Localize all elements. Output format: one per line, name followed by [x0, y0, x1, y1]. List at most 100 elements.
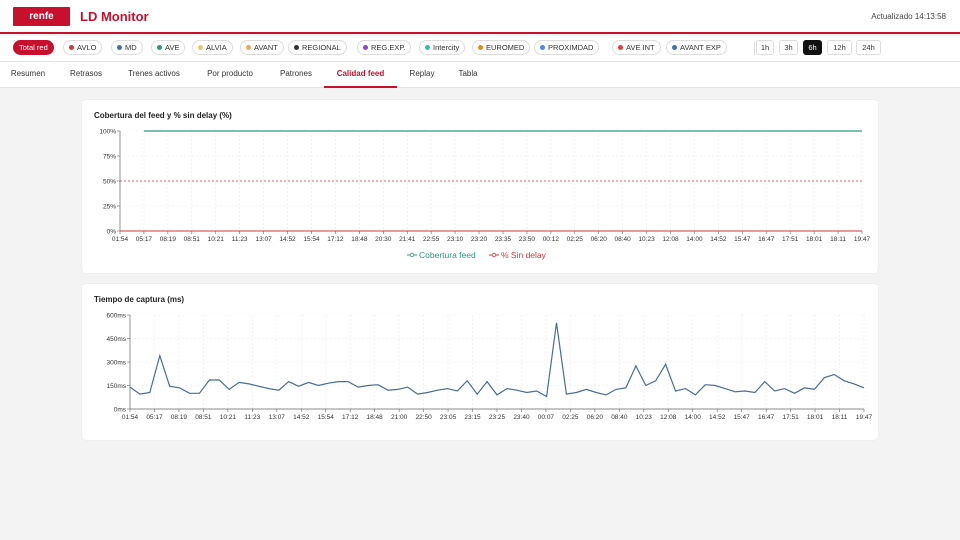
product-color-dot-icon	[363, 45, 368, 50]
product-color-dot-icon	[157, 45, 162, 50]
tab-patrones[interactable]: Patrones	[279, 69, 313, 78]
x-tick-label: 05:17	[146, 414, 163, 421]
tab-bar: Resumen Retrasos Trenes activos Por product…	[0, 62, 960, 88]
x-tick-label: 23:20	[471, 236, 488, 243]
filter-pill-proximdad[interactable]: PROXIMDAD	[534, 40, 600, 55]
time-range-1h[interactable]: 1h	[756, 40, 774, 55]
x-tick-label: 23:50	[519, 236, 536, 243]
filter-pill-ave[interactable]: AVE	[151, 40, 186, 55]
capture-time-chart-card: Tiempo de captura (ms) 0ms 150ms 300ms 450m…	[82, 284, 878, 440]
filter-pill-label: EUROMED	[486, 43, 525, 52]
x-tick-label: 19:47	[854, 236, 871, 243]
x-tick-label: 18:01	[806, 236, 823, 243]
x-tick-label: 22:50	[415, 414, 432, 421]
x-tick-label: 16:47	[758, 414, 775, 421]
x-tick-label: 08:51	[184, 236, 201, 243]
x-tick-label: 11:23	[232, 236, 248, 243]
time-range-3h[interactable]: 3h	[779, 40, 798, 55]
x-tick-label: 19:47	[856, 414, 873, 421]
filter-pill-label: AVE	[165, 43, 180, 52]
filter-pill-label: Total red	[19, 43, 48, 52]
filter-pill-label: REG.EXP.	[371, 43, 406, 52]
legend-label: Cobertura feed	[419, 250, 476, 260]
filter-pill-euromed[interactable]: EUROMED	[472, 40, 531, 55]
top-header: renfe LD Monitor Actualizado 14:13:58	[0, 0, 960, 34]
x-tick-label: 08:51	[195, 414, 212, 421]
series-line-capture-time	[129, 322, 865, 398]
y-tick-label: 600ms	[106, 312, 126, 319]
x-tick-label: 10:21	[208, 236, 225, 243]
x-tick-label: 14:52	[709, 414, 726, 421]
x-tick-label: 17:12	[342, 414, 359, 421]
filter-pill-label: AVE INT	[626, 43, 655, 52]
x-tick-label: 21:41	[399, 236, 416, 243]
product-color-dot-icon	[294, 45, 299, 50]
x-tick-label: 14:52	[279, 236, 296, 243]
time-range-24h[interactable]: 24h	[856, 40, 881, 55]
filter-pill-avant[interactable]: AVANT	[240, 40, 284, 55]
x-tick-label: 05:17	[136, 236, 153, 243]
y-tick-label: 0%	[107, 228, 117, 235]
tab-trenes-activos[interactable]: Trenes activos	[128, 69, 180, 78]
legend-marker-icon	[491, 252, 497, 258]
time-range-12h[interactable]: 12h	[827, 40, 852, 55]
filter-pill-avant-exp[interactable]: AVANT EXP	[666, 40, 727, 55]
y-tick-label: 300ms	[106, 359, 126, 366]
tab-retrasos[interactable]: Retrasos	[69, 69, 102, 78]
tab-calidad-feed[interactable]: Calidad feed	[324, 62, 397, 88]
x-tick-label: 18:11	[830, 236, 846, 243]
x-tick-label: 23:25	[489, 414, 506, 421]
x-tick-label: 15:47	[734, 414, 751, 421]
app-title: LD Monitor	[80, 9, 149, 24]
x-tick-label: 08:40	[615, 236, 632, 243]
filter-pill-alvia[interactable]: ALVIA	[192, 40, 233, 55]
filter-pill-regional[interactable]: REGIONAL	[288, 40, 347, 55]
x-tick-label: 12:08	[660, 414, 677, 421]
x-tick-label: 13:07	[255, 236, 272, 243]
tab-por-producto[interactable]: Por producto	[207, 69, 253, 78]
x-tick-label: 18:11	[832, 414, 848, 421]
capture-time-chart: 0ms 150ms 300ms 450ms 600ms 01:54 05:17 08:19 08…	[106, 312, 873, 421]
y-tick-label: 450ms	[106, 336, 126, 343]
x-tick-label: 13:07	[269, 414, 286, 421]
x-tick-label: 10:23	[636, 414, 653, 421]
product-color-dot-icon	[672, 45, 677, 50]
filter-separator	[754, 42, 755, 55]
time-range-6h[interactable]: 6h	[803, 40, 822, 55]
filter-bar: Total red AVLO MD AVE ALVIA AVANT REGIONAL REG.…	[0, 36, 960, 62]
x-tick-label: 22:55	[423, 236, 440, 243]
filter-pill-label: ALVIA	[206, 43, 227, 52]
x-tick-label: 08:19	[160, 236, 177, 243]
tab-tabla[interactable]: Tabla	[458, 69, 478, 78]
coverage-chart: 0% 25% 50% 75% 100% 01:54 05:17 08:19 08:51 10:21…	[99, 128, 871, 260]
x-tick-label: 08:19	[171, 414, 188, 421]
product-color-dot-icon	[478, 45, 483, 50]
x-tick-label: 23:40	[513, 414, 530, 421]
x-tick-label: 14:00	[686, 236, 703, 243]
x-tick-label: 11:23	[244, 414, 260, 421]
tab-replay[interactable]: Replay	[409, 69, 435, 78]
x-tick-label: 18:48	[351, 236, 368, 243]
x-tick-label: 01:54	[122, 414, 139, 421]
filter-pill-reg-exp[interactable]: REG.EXP.	[357, 40, 412, 55]
filter-pill-ave-int[interactable]: AVE INT	[612, 40, 661, 55]
x-tick-label: 00:12	[543, 236, 560, 243]
renfe-logo[interactable]: renfe	[13, 7, 70, 26]
filter-pill-label: MD	[125, 43, 137, 52]
filter-pill-total-red[interactable]: Total red	[13, 40, 54, 55]
filter-pill-label: AVLO	[77, 43, 97, 52]
x-tick-label: 17:51	[782, 414, 799, 421]
filter-pill-intercity[interactable]: Intercity	[419, 40, 466, 55]
legend-label: % Sin delay	[501, 250, 547, 260]
tab-resumen[interactable]: Resumen	[10, 69, 46, 78]
filter-pill-avlo[interactable]: AVLO	[63, 40, 103, 55]
filter-pill-md[interactable]: MD	[111, 40, 143, 55]
x-tick-label: 18:01	[807, 414, 824, 421]
y-tick-label: 0ms	[114, 406, 127, 413]
x-tick-label: 06:20	[591, 236, 608, 243]
x-tick-label: 10:21	[220, 414, 237, 421]
x-tick-label: 02:25	[567, 236, 584, 243]
x-tick-label: 23:15	[464, 414, 481, 421]
x-tick-label: 23:05	[440, 414, 457, 421]
x-tick-label: 02:25	[562, 414, 579, 421]
